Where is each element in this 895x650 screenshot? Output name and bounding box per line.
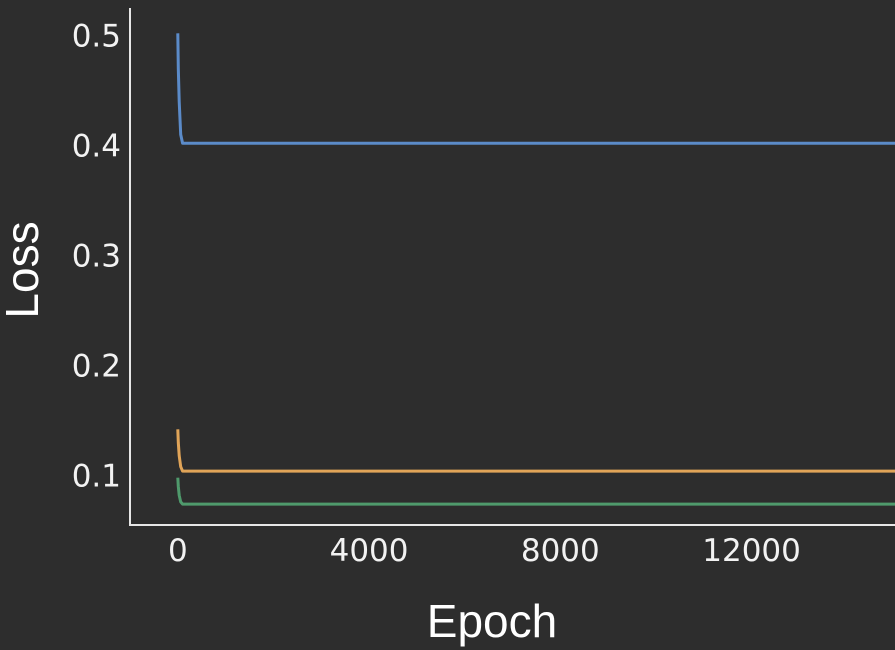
y-tick-label: 0.3: [72, 239, 121, 275]
y-tick-label: 0.4: [72, 129, 121, 165]
x-tick-label: 0: [168, 533, 188, 569]
series-line-1: [176, 33, 895, 145]
x-tick-label: 12000: [702, 533, 801, 569]
x-tick-layer: 0 4000 8000 12000: [168, 533, 801, 569]
series-layer: [176, 33, 895, 506]
series-line-3: [176, 477, 895, 506]
x-axis-title: Epoch: [427, 595, 557, 647]
y-tick-layer: 0.1 0.2 0.3 0.4 0.5: [72, 19, 121, 495]
y-tick-label: 0.1: [72, 459, 121, 495]
y-axis-title: Loss: [0, 221, 48, 318]
y-tick-label: 0.5: [72, 19, 121, 55]
series-line-2: [176, 429, 895, 473]
x-tick-label: 4000: [330, 533, 409, 569]
y-tick-label: 0.2: [72, 349, 121, 385]
x-tick-label: 8000: [521, 533, 600, 569]
